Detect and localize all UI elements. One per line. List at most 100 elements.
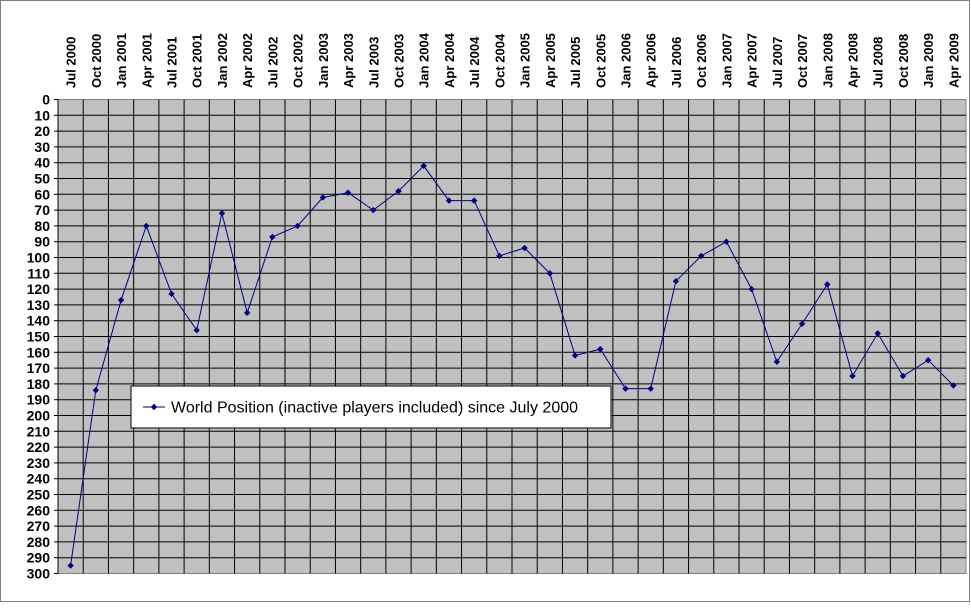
y-tick-label: 20 [34, 123, 50, 139]
x-tick-label: Jan 2009 [921, 33, 936, 88]
data-point-marker [824, 281, 831, 288]
x-tick-label: Jul 2004 [467, 36, 482, 88]
x-tick-label: Jul 2005 [568, 37, 583, 88]
horizontal-gridlines [58, 114, 966, 559]
y-tick-label: 140 [27, 313, 51, 329]
y-tick-label: 210 [27, 423, 51, 439]
y-tick-label: 220 [27, 439, 51, 455]
legend: World Position (inactive players include… [130, 385, 612, 429]
data-point-marker [168, 290, 175, 298]
x-tick-label: Oct 2001 [190, 34, 205, 88]
x-tick-label: Oct 2008 [896, 34, 911, 88]
data-point-marker [899, 372, 907, 380]
x-tick-label: Jul 2007 [770, 37, 785, 88]
x-tick-label: Jul 2000 [64, 37, 79, 88]
x-tick-label: Apr 2003 [341, 33, 356, 88]
data-point-marker [344, 189, 352, 196]
data-point-marker [849, 372, 856, 380]
data-point-marker [143, 222, 150, 230]
data-point-marker [370, 206, 377, 214]
y-tick-label: 10 [34, 107, 50, 123]
x-tick-label: Apr 2002 [240, 33, 255, 88]
x-tick-label: Jul 2001 [165, 37, 180, 88]
data-point-marker [117, 296, 125, 304]
x-tick-label: Apr 2009 [946, 33, 961, 88]
x-tick-label: Apr 2004 [442, 32, 457, 88]
data-point-marker [723, 238, 730, 245]
y-tick-label: 200 [27, 408, 51, 424]
y-tick-label: 270 [27, 518, 51, 534]
x-axis-tick-labels: Jul 2000 Oct 2000 Jan 2001 Apr 2001 Jul 2001… [64, 32, 962, 88]
y-tick-label: 0 [42, 92, 50, 108]
y-tick-label: 180 [27, 376, 51, 392]
y-tick-label: 240 [27, 471, 51, 487]
x-tick-label: Apr 2007 [745, 33, 760, 88]
y-tick-label: 290 [27, 550, 51, 566]
data-point-marker [622, 385, 629, 392]
y-tick-label: 170 [27, 360, 51, 376]
y-axis-tick-labels: 0102030405060708090100110120130140150160… [27, 92, 59, 582]
x-tick-label: Jan 2007 [719, 33, 734, 88]
data-point-marker [773, 358, 781, 365]
data-point-marker [521, 244, 528, 252]
data-point-marker [647, 385, 654, 392]
x-tick-label: Oct 2005 [593, 34, 608, 88]
y-tick-label: 110 [27, 265, 50, 281]
y-tick-label: 100 [27, 250, 51, 266]
y-tick-label: 230 [27, 455, 51, 471]
y-tick-label: 30 [34, 139, 50, 155]
y-tick-label: 260 [27, 502, 51, 518]
x-tick-label: Oct 2006 [694, 34, 709, 88]
y-tick-label: 40 [34, 155, 50, 171]
data-point-marker [92, 387, 100, 394]
data-point-marker [697, 252, 705, 260]
y-tick-label: 250 [27, 487, 51, 503]
x-tick-label: Apr 2001 [139, 33, 154, 88]
x-tick-label: Jan 2008 [820, 33, 835, 88]
data-point-marker [319, 194, 327, 201]
legend-box [130, 385, 612, 429]
data-point-marker [672, 278, 680, 285]
y-tick-label: 130 [27, 297, 51, 313]
y-tick-label: 90 [34, 234, 50, 250]
y-tick-label: 150 [27, 329, 51, 345]
data-point-marker [420, 162, 427, 170]
data-point-marker [874, 330, 881, 337]
x-tick-label: Oct 2004 [492, 33, 507, 88]
data-point-marker [597, 345, 604, 353]
x-tick-label: Jul 2006 [669, 37, 684, 88]
x-tick-label: Jan 2003 [316, 33, 331, 88]
y-tick-label: 70 [34, 202, 50, 218]
data-point-marker [924, 357, 932, 364]
data-point-marker [571, 352, 579, 359]
x-tick-label: Oct 2007 [795, 34, 810, 88]
data-point-marker [798, 320, 806, 328]
data-point-marker [218, 210, 226, 217]
y-tick-label: 160 [27, 344, 51, 360]
x-tick-label: Jul 2003 [366, 37, 381, 88]
data-point-marker [193, 326, 200, 334]
x-tick-label: Apr 2008 [846, 33, 861, 88]
legend-marker-swatch [150, 403, 158, 411]
data-point-marker [294, 222, 301, 230]
y-tick-label: 120 [27, 281, 51, 297]
x-tick-label: Apr 2005 [543, 33, 558, 88]
y-tick-label: 190 [27, 392, 51, 408]
data-point-marker [470, 197, 478, 204]
x-tick-label: Jan 2002 [215, 33, 230, 88]
y-tick-label: 60 [34, 186, 50, 202]
y-tick-label: 300 [27, 566, 51, 582]
x-tick-label: Jul 2002 [265, 37, 280, 88]
x-tick-label: Jan 2006 [619, 33, 634, 88]
x-tick-label: Jan 2005 [518, 33, 533, 88]
data-point-marker [496, 252, 503, 260]
y-tick-label: 50 [34, 171, 50, 187]
data-point-marker [748, 285, 755, 293]
x-tick-label: Oct 2000 [89, 34, 104, 88]
data-point-marker [950, 382, 957, 389]
y-tick-label: 280 [27, 534, 51, 550]
series-markers [67, 162, 957, 569]
x-tick-label: Jul 2008 [871, 37, 886, 88]
